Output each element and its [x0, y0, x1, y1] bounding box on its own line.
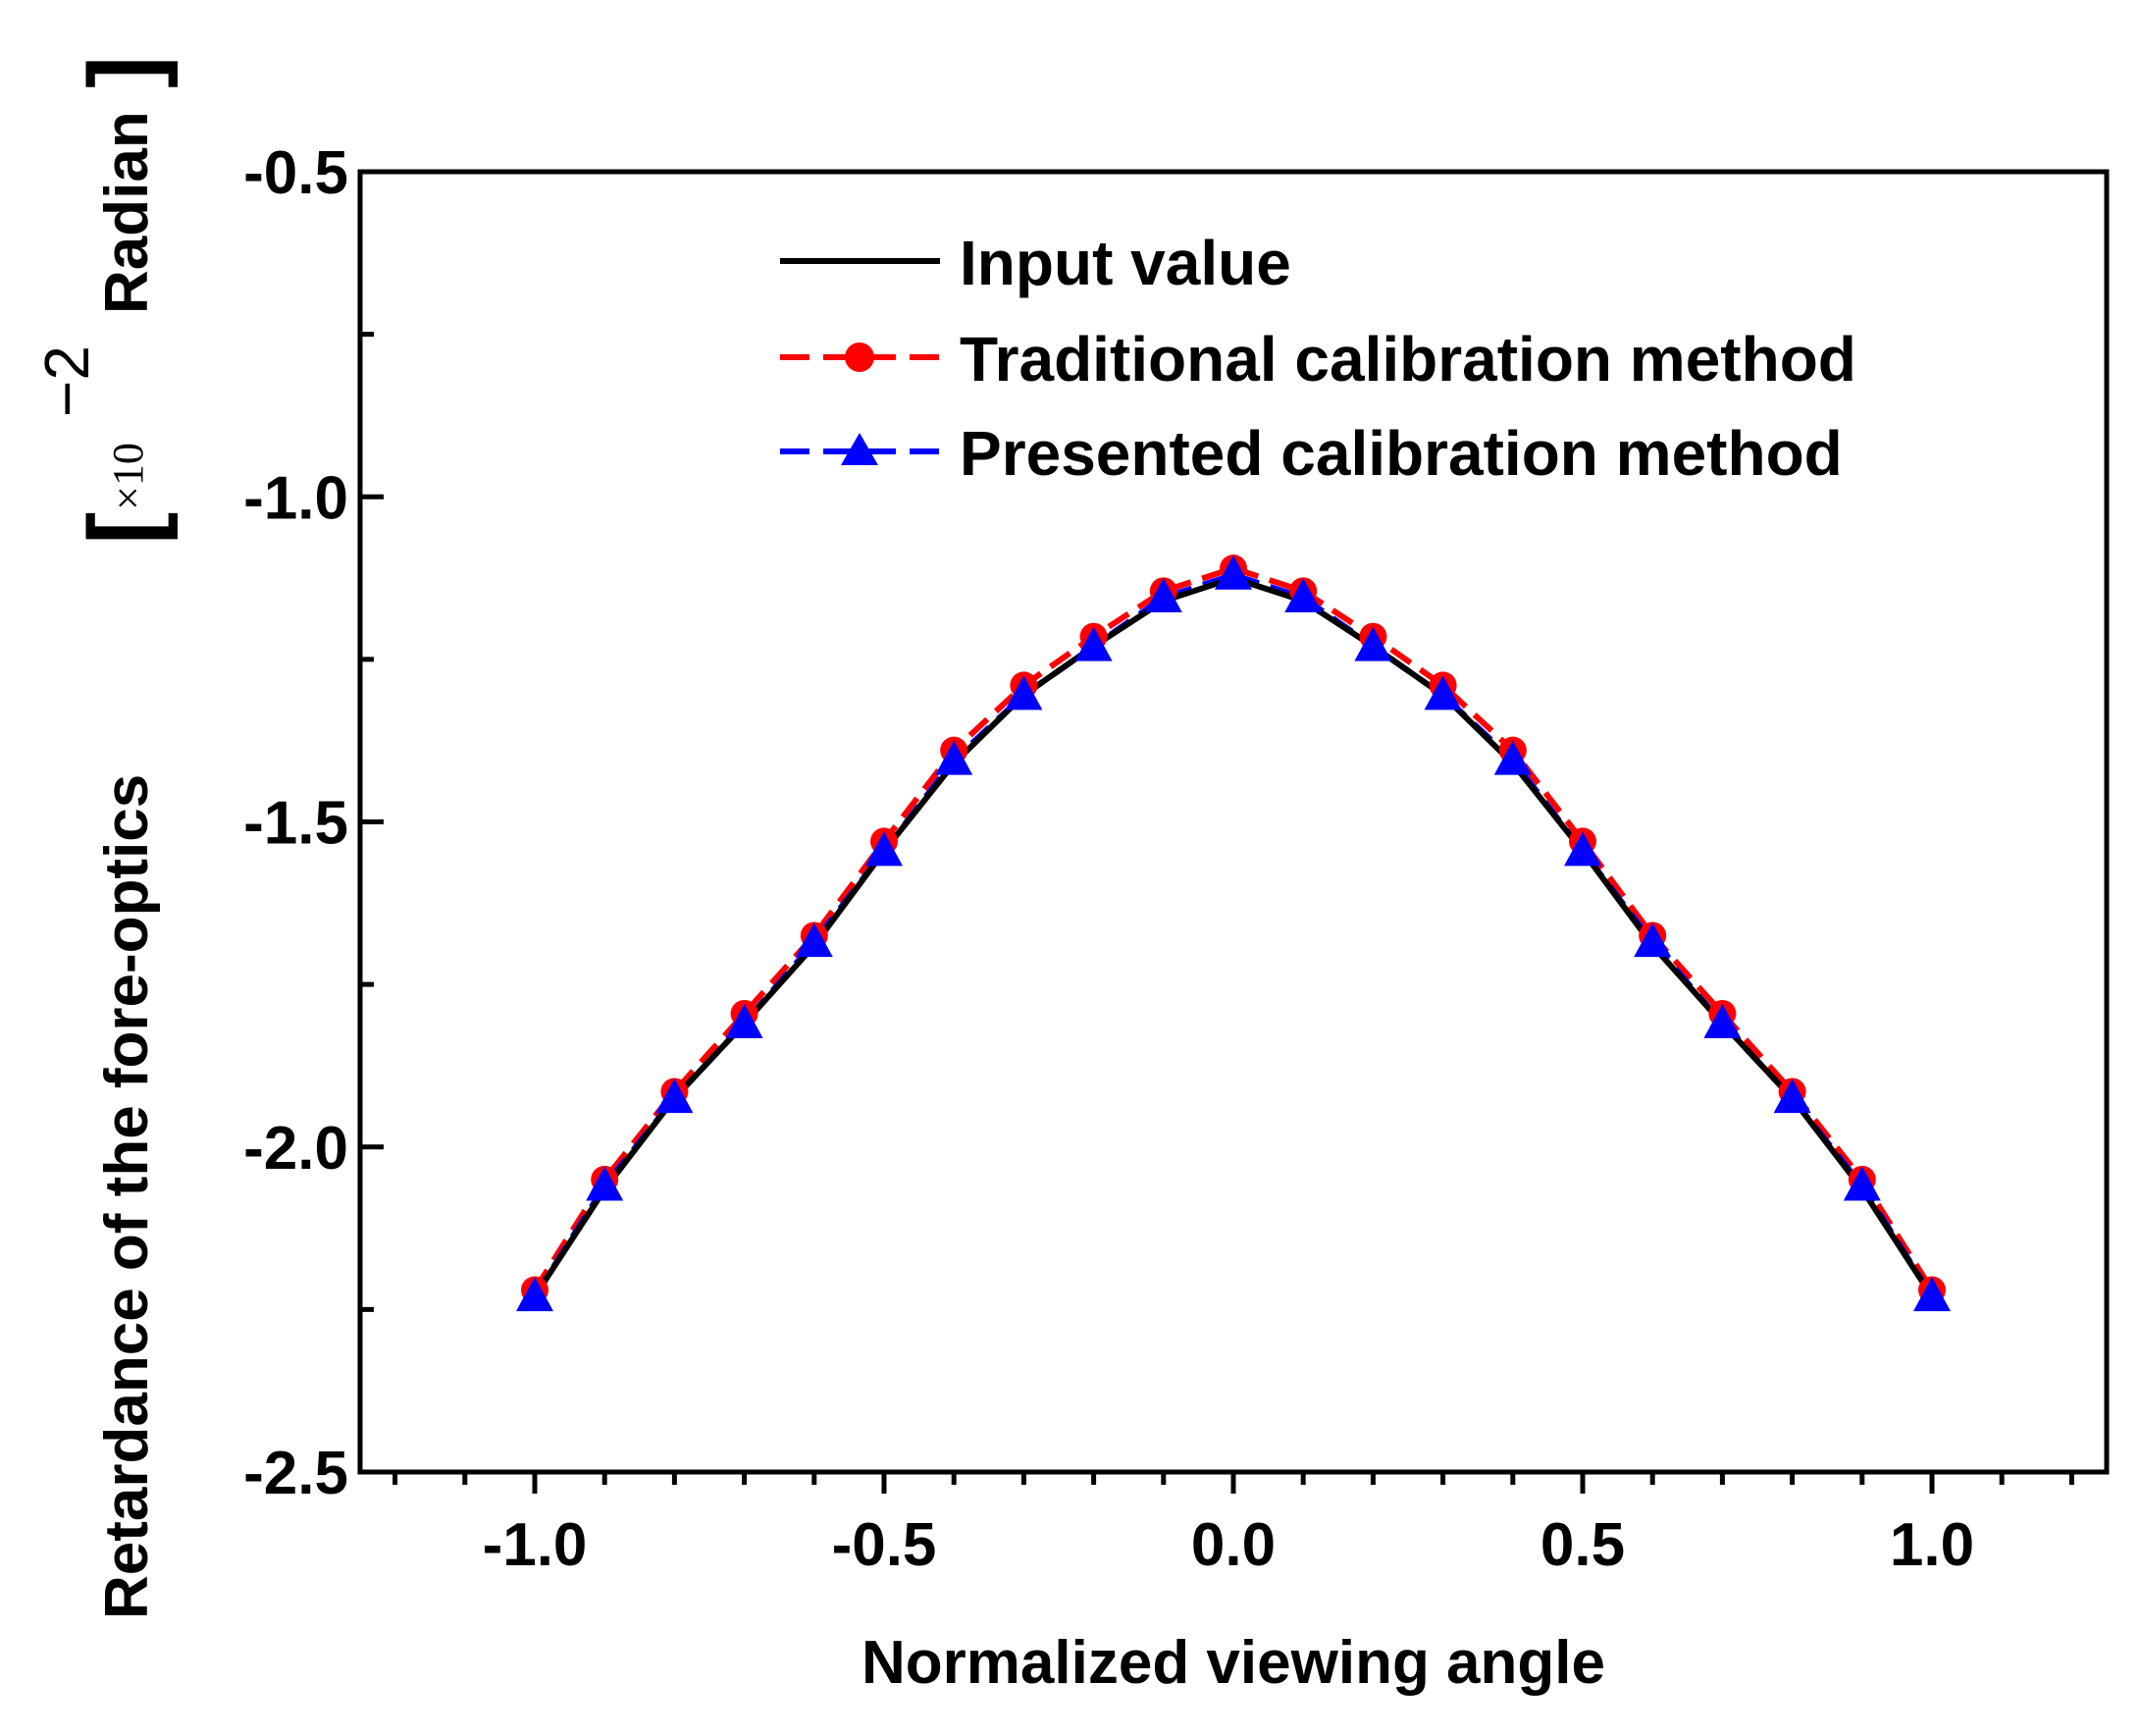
data-point-presented [1703, 1003, 1742, 1038]
data-point-presented [725, 1003, 763, 1038]
x-tick-label: 1.0 [1890, 1511, 1974, 1579]
data-point-presented [1354, 626, 1392, 661]
data-point-presented [1424, 675, 1462, 710]
series-line-input-value [532, 575, 1935, 1298]
y-tick-label: -1.5 [243, 790, 348, 858]
data-point-presented [1284, 577, 1323, 612]
y-tick-label: -0.5 [243, 139, 348, 207]
series-markers [516, 554, 1951, 1312]
legend-marker-presented [841, 433, 878, 465]
legend: Input value Traditional calibration meth… [780, 228, 1856, 489]
data-point-presented [1215, 554, 1252, 590]
data-point-presented [865, 831, 903, 867]
x-axis-title: Normalized viewing angle [861, 1629, 1605, 1697]
legend-label-presented: Presented calibration method [960, 418, 1843, 489]
y-tick-label: -2.0 [243, 1115, 348, 1183]
data-point-presented [516, 1277, 553, 1312]
series-lines [532, 565, 1935, 1298]
data-point-presented [935, 740, 973, 775]
y-tick-label: -1.0 [243, 464, 348, 532]
data-point-presented [586, 1166, 624, 1201]
data-point-presented [1843, 1166, 1881, 1201]
x-tick-label: 0.5 [1540, 1511, 1625, 1579]
x-axis: -1.0 -0.5 0.0 0.5 1.0 [392, 1472, 2074, 1579]
x-tick-label: -1.0 [483, 1511, 588, 1579]
y-axis: -2.5 -2.0 -1.5 -1.0 -0.5 [243, 139, 384, 1507]
data-point-presented [1913, 1277, 1951, 1312]
data-point-presented [655, 1078, 694, 1114]
y-axis-title-group: Retardance of the fore-optics [ ×10 −2 R… [31, 56, 179, 1619]
y-axis-bracket-left: [ [69, 512, 179, 545]
data-point-presented [1634, 922, 1672, 958]
x-tick-label: -0.5 [832, 1511, 937, 1579]
data-point-presented [1773, 1078, 1811, 1114]
y-axis-title: Retardance of the fore-optics [93, 774, 161, 1619]
y-axis-bracket-right: ] [69, 56, 179, 88]
data-point-presented [1144, 577, 1182, 612]
data-point-presented [1564, 831, 1601, 867]
data-point-presented [1005, 675, 1043, 710]
y-axis-unit-multiplier: ×10 [104, 443, 152, 510]
legend-label-traditional: Traditional calibration method [960, 324, 1856, 395]
y-axis-unit-exponent: −2 [31, 345, 102, 417]
data-point-presented [795, 922, 833, 958]
y-tick-label: -2.5 [243, 1440, 348, 1507]
data-point-presented [1074, 626, 1113, 661]
legend-marker-traditional [845, 342, 874, 372]
series-line-traditional [532, 565, 1935, 1292]
legend-label-input-value: Input value [960, 228, 1291, 298]
x-tick-label: 0.0 [1191, 1511, 1276, 1579]
y-axis-unit-name: Radian [93, 111, 161, 314]
series-line-presented [532, 571, 1935, 1298]
data-point-presented [1493, 740, 1532, 775]
